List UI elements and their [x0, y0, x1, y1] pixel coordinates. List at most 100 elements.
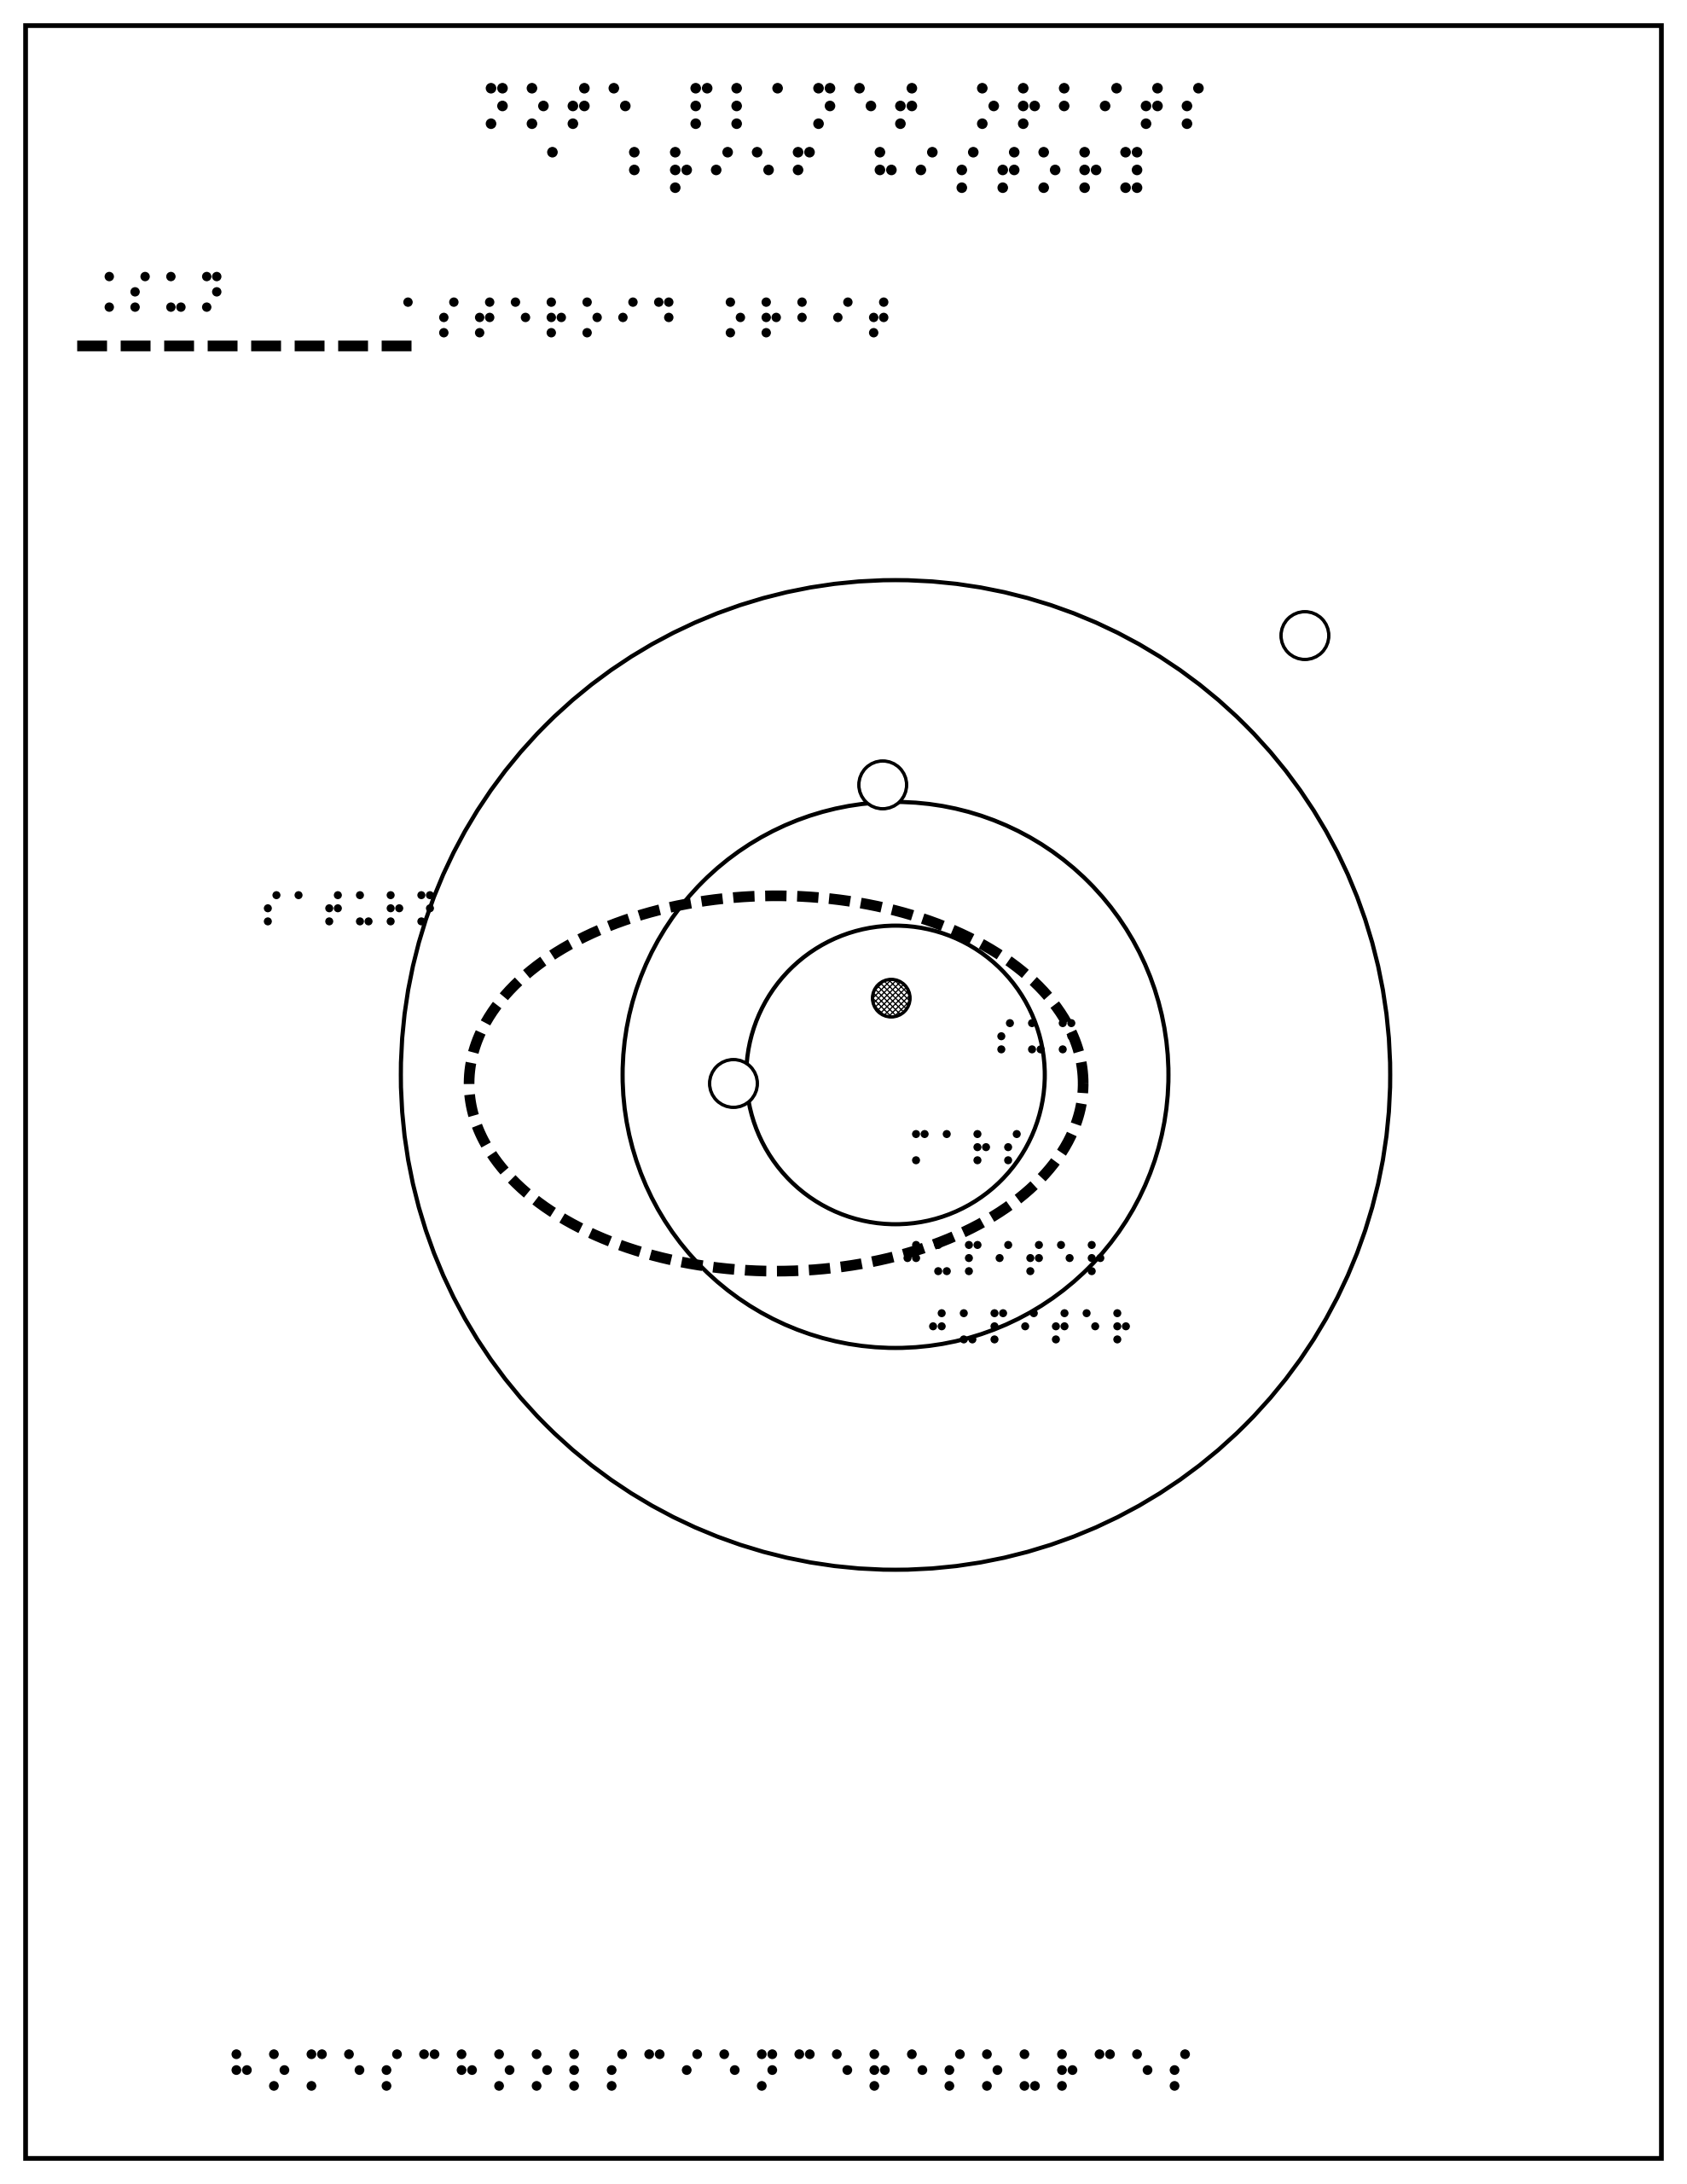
Circle shape — [916, 166, 926, 175]
Circle shape — [887, 166, 896, 175]
Circle shape — [793, 149, 803, 157]
Circle shape — [727, 297, 734, 306]
Circle shape — [720, 2051, 729, 2060]
Circle shape — [764, 166, 773, 175]
Circle shape — [1080, 166, 1090, 175]
Circle shape — [844, 297, 852, 306]
Circle shape — [773, 312, 781, 321]
Circle shape — [584, 297, 590, 306]
Circle shape — [957, 183, 967, 192]
Circle shape — [1061, 1324, 1068, 1330]
Circle shape — [869, 312, 877, 321]
Circle shape — [547, 297, 555, 306]
Circle shape — [795, 2051, 803, 2060]
Circle shape — [1142, 100, 1151, 111]
Circle shape — [965, 1267, 972, 1275]
Circle shape — [1014, 1131, 1021, 1138]
Circle shape — [396, 904, 403, 911]
Circle shape — [935, 1241, 941, 1249]
Circle shape — [881, 2066, 889, 2075]
Circle shape — [773, 83, 783, 94]
Circle shape — [670, 149, 680, 157]
Circle shape — [727, 328, 734, 336]
Circle shape — [844, 2066, 852, 2075]
Circle shape — [872, 978, 909, 1018]
Circle shape — [1058, 1241, 1064, 1249]
Circle shape — [629, 297, 638, 306]
Circle shape — [621, 100, 629, 111]
Circle shape — [334, 891, 341, 898]
Circle shape — [1122, 1324, 1129, 1330]
Circle shape — [930, 1324, 936, 1330]
Circle shape — [825, 100, 835, 111]
Circle shape — [1019, 100, 1027, 111]
Circle shape — [1105, 2051, 1115, 2060]
Circle shape — [202, 273, 211, 282]
Circle shape — [1031, 2081, 1039, 2090]
Circle shape — [467, 2066, 476, 2075]
Circle shape — [1171, 2081, 1179, 2090]
Circle shape — [977, 118, 987, 129]
Circle shape — [132, 288, 138, 297]
Circle shape — [1059, 1046, 1066, 1053]
Circle shape — [1132, 2051, 1142, 2060]
Circle shape — [1068, 1033, 1075, 1040]
Circle shape — [943, 1267, 950, 1275]
Circle shape — [1058, 2051, 1066, 2060]
Circle shape — [1059, 83, 1070, 94]
Circle shape — [945, 2081, 953, 2090]
Circle shape — [1036, 1241, 1043, 1249]
Circle shape — [763, 312, 771, 321]
Circle shape — [570, 2066, 579, 2075]
Circle shape — [486, 118, 496, 129]
Circle shape — [1022, 1324, 1029, 1330]
Circle shape — [1113, 1310, 1120, 1317]
Circle shape — [388, 891, 395, 898]
Circle shape — [768, 2051, 776, 2060]
Circle shape — [692, 118, 700, 129]
Circle shape — [1132, 183, 1142, 192]
Circle shape — [1053, 1324, 1059, 1330]
Circle shape — [1066, 1254, 1073, 1262]
Circle shape — [521, 312, 530, 321]
Circle shape — [904, 1254, 911, 1262]
Circle shape — [383, 2081, 391, 2090]
Circle shape — [918, 2066, 926, 2075]
Circle shape — [528, 118, 536, 129]
Circle shape — [999, 1033, 1005, 1040]
Circle shape — [1031, 100, 1039, 111]
Circle shape — [1039, 149, 1048, 157]
Circle shape — [763, 297, 771, 306]
Circle shape — [702, 83, 712, 94]
Circle shape — [943, 1131, 950, 1138]
Circle shape — [440, 312, 449, 321]
Circle shape — [876, 149, 884, 157]
Circle shape — [1038, 1046, 1044, 1053]
Circle shape — [498, 100, 508, 111]
Circle shape — [1181, 2051, 1189, 2060]
Circle shape — [420, 2051, 428, 2060]
Circle shape — [693, 2051, 702, 2060]
Circle shape — [757, 2081, 766, 2090]
Circle shape — [865, 100, 876, 111]
Circle shape — [1027, 1254, 1034, 1262]
Circle shape — [457, 2051, 466, 2060]
Circle shape — [692, 100, 700, 111]
Circle shape — [528, 83, 536, 94]
Circle shape — [548, 149, 557, 157]
Circle shape — [973, 1144, 980, 1151]
Circle shape — [977, 83, 987, 94]
Circle shape — [547, 312, 555, 321]
Circle shape — [334, 904, 341, 911]
Circle shape — [813, 83, 823, 94]
Circle shape — [569, 100, 577, 111]
Circle shape — [869, 328, 877, 336]
Circle shape — [1031, 1310, 1038, 1317]
Circle shape — [1039, 183, 1048, 192]
Circle shape — [270, 2081, 278, 2090]
Circle shape — [1088, 1254, 1095, 1262]
Circle shape — [798, 312, 806, 321]
Circle shape — [913, 1254, 919, 1262]
Circle shape — [965, 1241, 972, 1249]
Circle shape — [908, 100, 916, 111]
